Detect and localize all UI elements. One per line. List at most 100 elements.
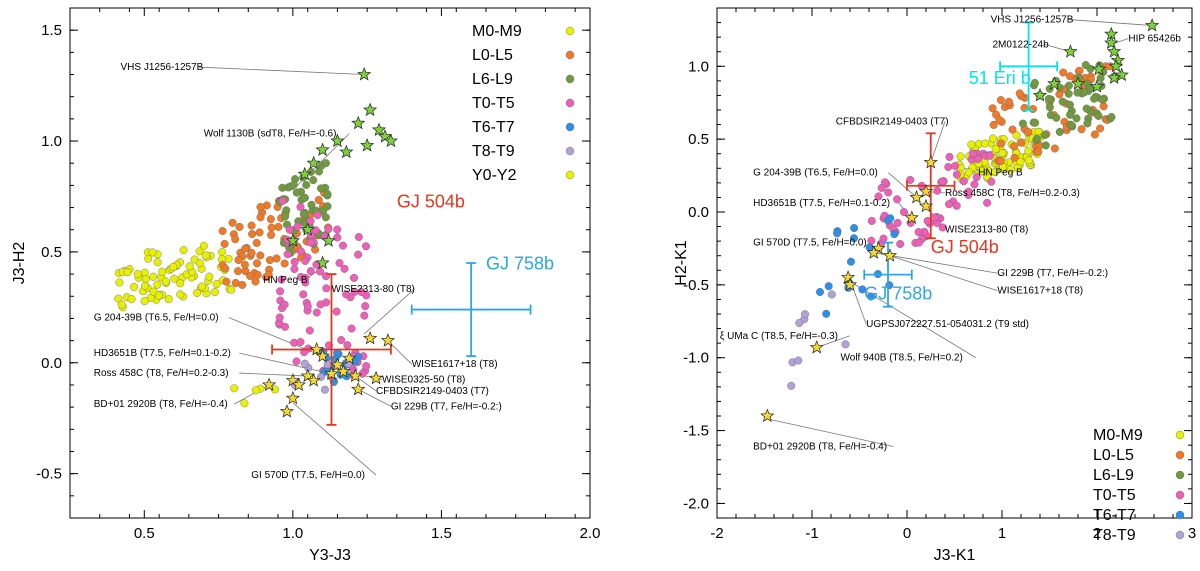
y-tick-label: -0.5 (683, 277, 709, 294)
data-point-l6-l9 (315, 167, 324, 176)
annotation-leader (198, 66, 365, 75)
data-point-l0-l5 (231, 279, 240, 288)
y-tick-label: -1.5 (683, 423, 709, 440)
legend-label: M0-M9 (472, 23, 522, 40)
data-point-t0-t5 (930, 213, 939, 222)
x-tick-label: 3 (1188, 525, 1196, 542)
star-marker-yellow (882, 248, 898, 262)
data-point-t8-t9 (787, 381, 796, 390)
legend-marker (565, 170, 575, 180)
data-point-m0-m9 (195, 259, 204, 268)
errorbar-label-gj-758b: GJ 758b (864, 283, 932, 303)
legend-marker (1175, 430, 1185, 440)
annotation-label: CFBDSIR2149-0403 (T7) (836, 117, 949, 128)
y-tick-label: -2.0 (683, 495, 709, 512)
legend-label: T6-T7 (1093, 507, 1136, 524)
data-point-y0-y2 (251, 386, 260, 395)
legend-label: T0-T5 (1093, 487, 1136, 504)
data-point-l0-l5 (988, 104, 997, 113)
data-point-m0-m9 (176, 279, 185, 288)
annotation-leader (1068, 19, 1153, 26)
data-point-l0-l5 (274, 222, 283, 231)
star-marker-yellow (923, 155, 938, 169)
plot-frame (69, 7, 591, 519)
data-point-l0-l5 (240, 260, 249, 269)
data-point-l6-l9 (321, 213, 330, 222)
data-point-m0-m9 (956, 152, 965, 161)
data-point-t0-t5 (952, 201, 961, 210)
data-point-t0-t5 (354, 232, 363, 241)
data-point-l0-l5 (1017, 138, 1026, 147)
data-point-t8-t9 (827, 290, 836, 299)
data-point-l6-l9 (1080, 88, 1089, 97)
data-point-t6-t7 (886, 214, 895, 223)
data-point-t6-t7 (824, 282, 833, 291)
annotation-label: GI 229B (T7, Fe/H=-0.2:) (391, 401, 502, 412)
star-marker-green (1063, 44, 1078, 58)
star-marker-green (306, 155, 321, 170)
star-marker-green (1070, 76, 1086, 90)
x-tick-label: 1.0 (282, 525, 303, 542)
annotation-label: WISE2313-80 (T8) (945, 224, 1028, 235)
data-point-t0-t5 (340, 264, 349, 273)
data-point-l0-l5 (1065, 72, 1074, 81)
star-marker-green (1110, 53, 1126, 67)
data-point-l6-l9 (1018, 119, 1027, 128)
annotation-leader (358, 389, 392, 407)
data-point-l0-l5 (1077, 125, 1086, 134)
data-point-t0-t5 (867, 236, 876, 245)
data-point-l0-l5 (1008, 125, 1017, 134)
star-marker-yellow (918, 184, 934, 198)
data-point-l0-l5 (314, 195, 323, 204)
annotation-label: GI 570D (T7.5, Fe/H=0.0) (251, 470, 365, 481)
data-point-l0-l5 (272, 254, 281, 263)
data-point-l0-l5 (222, 277, 231, 286)
data-point-l0-l5 (267, 230, 276, 239)
star-marker-yellow (362, 330, 378, 345)
annotation-label: Ross 458C (T8, Fe/H=0.2-0.3) (945, 188, 1080, 199)
y-tick-label: 1.5 (41, 22, 62, 39)
data-point-l6-l9 (1066, 110, 1075, 119)
star-marker-yellow (760, 408, 775, 423)
data-point-t0-t5 (290, 265, 299, 274)
star-marker-green (1032, 87, 1048, 102)
annotation-label: Ross 458C (T8, Fe/H=0.2-0.3) (94, 368, 229, 379)
star-marker-yellow (309, 342, 324, 356)
data-point-m0-m9 (212, 280, 221, 289)
data-point-m0-m9 (161, 277, 170, 286)
data-point-l0-l5 (235, 222, 244, 231)
annotation-label: Wolf 1130B (sdT8, Fe/H=-0.6) (204, 129, 337, 140)
annotation-label: GI 229B (T7, Fe/H=-0.2:) (997, 268, 1108, 279)
star-marker-yellow (866, 245, 881, 259)
data-point-t0-t5 (278, 196, 287, 205)
annotation-leader (387, 340, 412, 365)
data-point-t6-t7 (822, 309, 831, 318)
data-point-t0-t5 (283, 250, 292, 259)
x-tick-label: 2.0 (580, 525, 601, 542)
data-point-t0-t5 (324, 225, 333, 234)
star-marker-yellow (291, 377, 306, 391)
annotation-label: GI 570D (T7.5, Fe/H=0.0) (753, 238, 867, 249)
star-marker-green (297, 166, 312, 181)
legend-label: T0-T5 (472, 95, 515, 112)
data-point-t0-t5 (339, 241, 348, 250)
data-point-m0-m9 (169, 262, 178, 271)
annotation-leader (888, 172, 917, 198)
annotation-label: CFBDSIR2149-0403 (T7) (376, 386, 489, 397)
data-point-t0-t5 (306, 238, 315, 247)
annotation-leader (239, 372, 308, 377)
data-point-t0-t5 (333, 233, 342, 242)
star-marker-green (300, 222, 315, 236)
data-point-t0-t5 (296, 247, 305, 256)
y-tick-label: -1.0 (683, 350, 709, 367)
data-point-l6-l9 (323, 190, 332, 199)
legend-label: L0-L5 (1093, 447, 1134, 464)
data-point-l6-l9 (1031, 118, 1040, 127)
annotation-label: HD3651B (T7.5, Fe/H=0.1-0.2) (94, 348, 231, 359)
data-point-l6-l9 (281, 212, 290, 221)
data-point-m0-m9 (192, 288, 201, 297)
legend-label: T8-T9 (472, 143, 515, 160)
data-point-m0-m9 (123, 268, 132, 277)
data-point-m0-m9 (153, 280, 162, 289)
